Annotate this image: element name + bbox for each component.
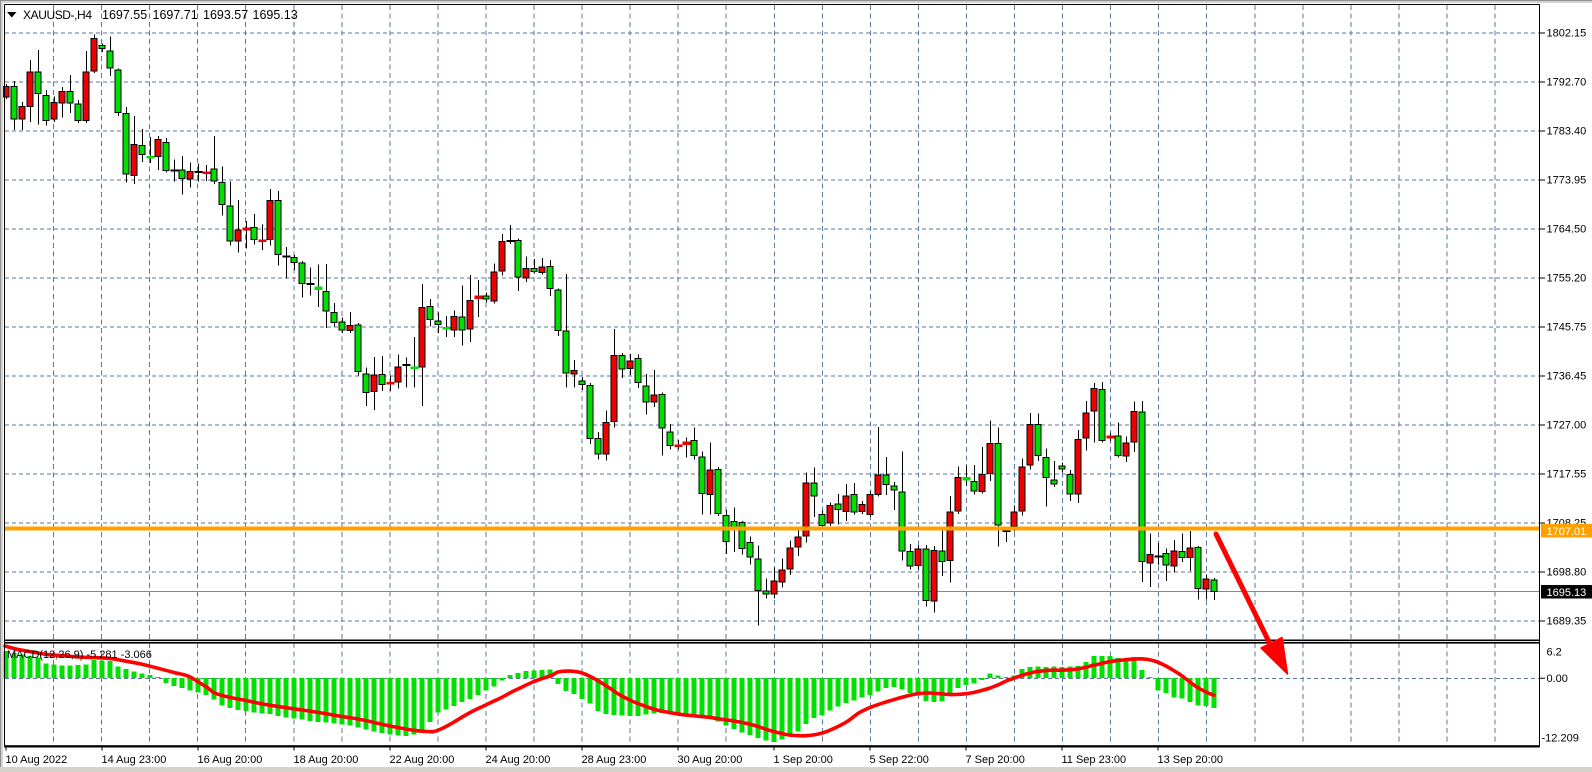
svg-text:1727.00: 1727.00 [1547, 420, 1587, 432]
svg-text:1698.80: 1698.80 [1547, 567, 1587, 579]
svg-text:24 Aug 20:00: 24 Aug 20:00 [486, 754, 551, 766]
svg-text:1695.13: 1695.13 [1547, 587, 1587, 599]
svg-text:16 Aug 20:00: 16 Aug 20:00 [198, 754, 263, 766]
svg-text:1755.20: 1755.20 [1547, 273, 1587, 285]
svg-text:28 Aug 23:00: 28 Aug 23:00 [582, 754, 647, 766]
svg-text:1693.57: 1693.57 [203, 8, 248, 22]
svg-text:1 Sep 20:00: 1 Sep 20:00 [774, 754, 833, 766]
svg-text:1792.70: 1792.70 [1547, 77, 1587, 89]
svg-text:MACD(12,26,9) -5.281 -3.066: MACD(12,26,9) -5.281 -3.066 [7, 649, 152, 661]
svg-text:18 Aug 20:00: 18 Aug 20:00 [294, 754, 359, 766]
svg-text:1736.45: 1736.45 [1547, 371, 1587, 383]
svg-text:0.00: 0.00 [1547, 673, 1568, 685]
svg-text:1745.75: 1745.75 [1547, 322, 1587, 334]
svg-text:-12.209: -12.209 [1542, 733, 1579, 745]
svg-text:10 Aug 2022: 10 Aug 2022 [6, 754, 68, 766]
svg-text:1773.95: 1773.95 [1547, 175, 1587, 187]
svg-text:1717.55: 1717.55 [1547, 469, 1587, 481]
svg-text:1689.35: 1689.35 [1547, 616, 1587, 628]
svg-text:30 Aug 20:00: 30 Aug 20:00 [678, 754, 743, 766]
svg-text:1764.50: 1764.50 [1547, 224, 1587, 236]
svg-text:14 Aug 23:00: 14 Aug 23:00 [102, 754, 167, 766]
svg-text:13 Sep 20:00: 13 Sep 20:00 [1158, 754, 1223, 766]
svg-text:1697.71: 1697.71 [153, 8, 198, 22]
svg-text:22 Aug 20:00: 22 Aug 20:00 [390, 754, 455, 766]
svg-text:1783.40: 1783.40 [1547, 126, 1587, 138]
svg-text:1697.55: 1697.55 [102, 8, 147, 22]
svg-text:1695.13: 1695.13 [253, 8, 298, 22]
svg-text:11 Sep 23:00: 11 Sep 23:00 [1062, 754, 1127, 766]
svg-text:1802.15: 1802.15 [1547, 28, 1587, 40]
svg-text:1707.01: 1707.01 [1547, 526, 1587, 538]
svg-text:5 Sep 22:00: 5 Sep 22:00 [870, 754, 929, 766]
svg-text:7 Sep 20:00: 7 Sep 20:00 [966, 754, 1025, 766]
svg-text:6.2: 6.2 [1547, 647, 1562, 659]
svg-text:XAUUSD-,H4: XAUUSD-,H4 [23, 8, 92, 22]
